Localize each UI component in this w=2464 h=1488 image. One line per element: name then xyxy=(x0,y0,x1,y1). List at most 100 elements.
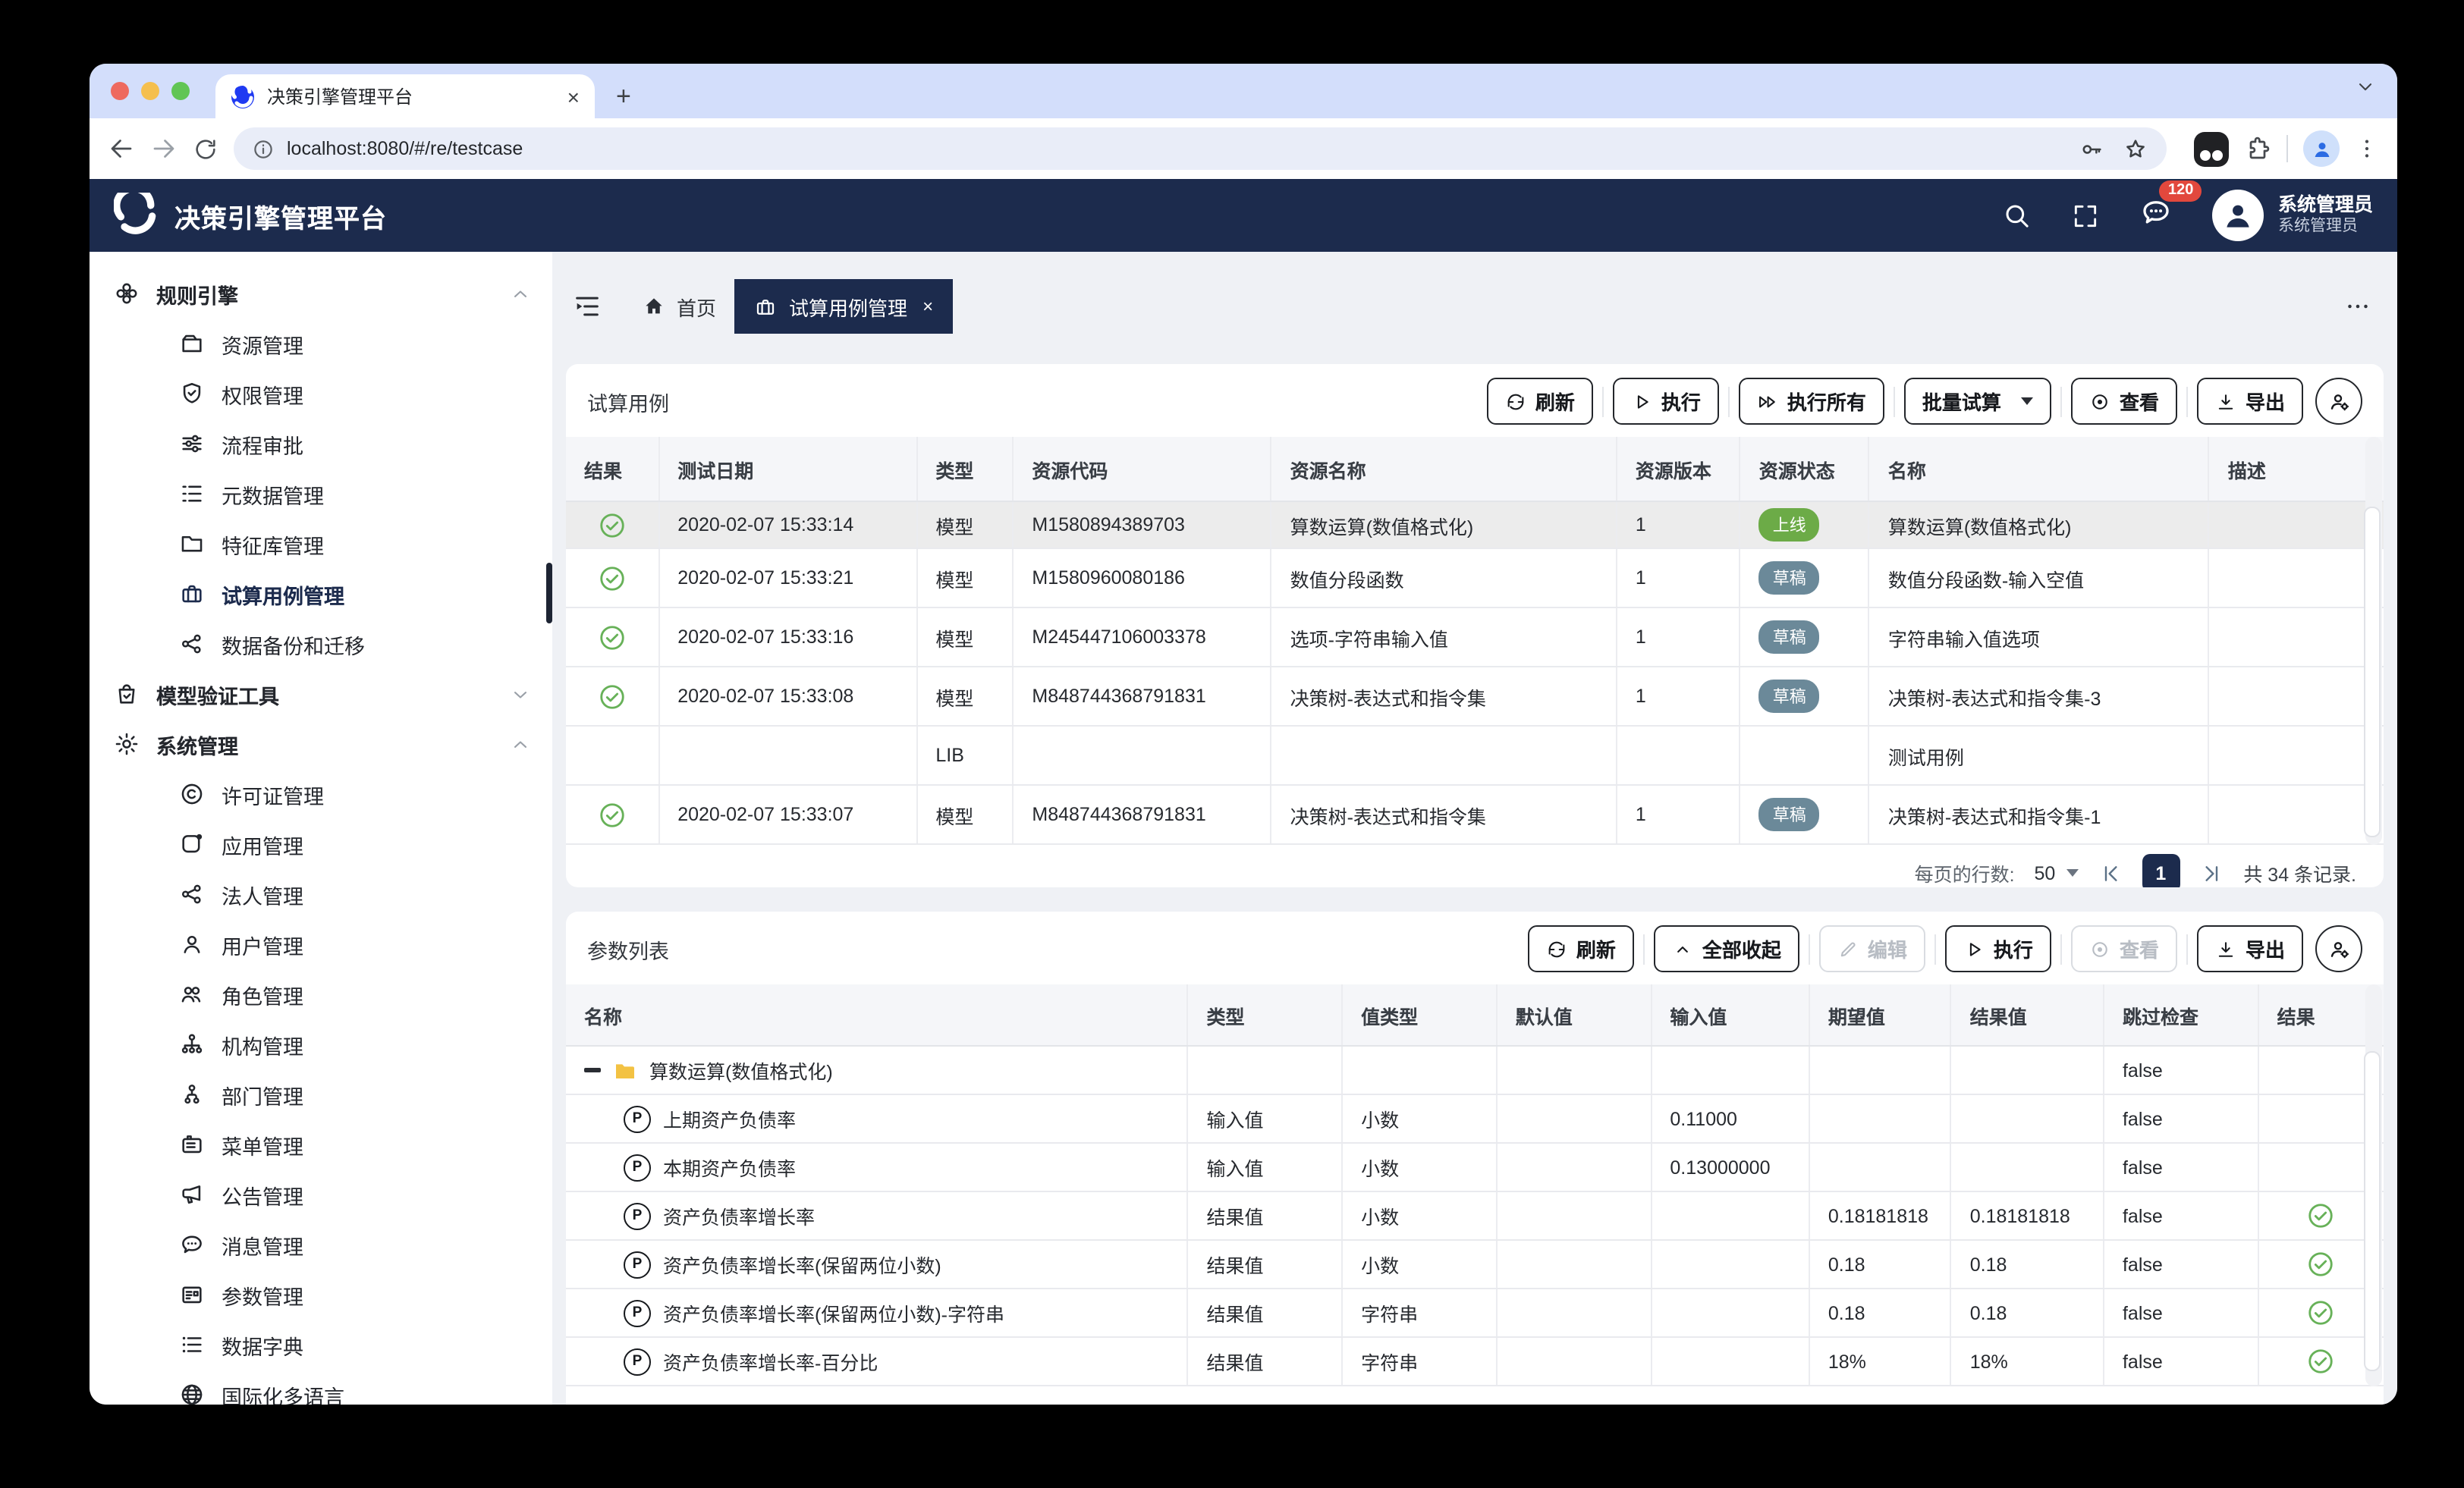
sidebar-item-user-mgmt[interactable]: 用户管理 xyxy=(90,919,552,969)
param-row[interactable]: P 资产负债率增长率(保留两位小数) 结果值 小数 0.18 0.18 fals… xyxy=(566,1240,2384,1289)
sidebar-item-parameter[interactable]: 参数管理 xyxy=(90,1270,552,1320)
sidebar-item-metadata[interactable]: 元数据管理 xyxy=(90,469,552,519)
sidebar-item-i18n[interactable]: 国际化多语言 xyxy=(90,1370,552,1405)
copyright-icon xyxy=(181,783,203,805)
testcase-toolbar: 刷新 执行 执行所有 xyxy=(1486,378,2362,425)
maximize-window-button[interactable] xyxy=(171,82,190,100)
extensions-puzzle-icon[interactable] xyxy=(2244,135,2271,162)
tab-title: 决策引擎管理平台 xyxy=(267,86,413,108)
new-tab-button[interactable]: + xyxy=(616,82,631,111)
param-folder-row[interactable]: 算数运算(数值格式化) false xyxy=(566,1046,2384,1095)
export-button[interactable]: 导出 xyxy=(2196,378,2303,425)
browser-tab[interactable]: 决策引擎管理平台 × xyxy=(215,74,595,118)
table-scrollbar-thumb[interactable] xyxy=(2364,507,2381,837)
testcase-row[interactable]: 2020-02-07 15:33:07 模型 M848744368791831 … xyxy=(566,785,2384,845)
current-page[interactable]: 1 xyxy=(2142,854,2180,887)
testcase-row[interactable]: 2020-02-07 15:33:14 模型 M1580894389703 算数… xyxy=(566,501,2384,549)
tab-close-icon[interactable]: × xyxy=(567,84,580,108)
testcase-row[interactable]: 2020-02-07 15:33:21 模型 M1580960080186 数值… xyxy=(566,548,2384,608)
sidebar-item-feature-lib[interactable]: 特征库管理 xyxy=(90,519,552,569)
testcase-row[interactable]: LIB 测试用例 xyxy=(566,726,2384,786)
browser-profile-avatar[interactable] xyxy=(2303,130,2340,167)
app-header: 决策引擎管理平台 120 系统管理员 系统管理员 xyxy=(90,179,2397,252)
sidebar-item-resource[interactable]: 资源管理 xyxy=(90,319,552,369)
sidebar-item-license[interactable]: 许可证管理 xyxy=(90,769,552,819)
user-icon xyxy=(184,935,200,953)
sidebar-group-rule-engine[interactable]: 规则引擎 xyxy=(90,268,552,319)
sidebar-item-testcase[interactable]: 试算用例管理 xyxy=(90,569,552,619)
run-all-button[interactable]: 执行所有 xyxy=(1738,378,1884,425)
sidebar-group-system[interactable]: 系统管理 xyxy=(90,719,552,769)
params-view-button[interactable]: 查看 xyxy=(2070,925,2177,972)
view-button[interactable]: 查看 xyxy=(2070,378,2177,425)
sidebar-item-application[interactable]: 应用管理 xyxy=(90,819,552,869)
testcase-row[interactable]: 2020-02-07 15:33:08 模型 M848744368791831 … xyxy=(566,667,2384,727)
rows-per-page-label: 每页的行数: xyxy=(1914,865,2015,886)
params-refresh-button[interactable]: 刷新 xyxy=(1527,925,1634,972)
refresh-button[interactable]: 刷新 xyxy=(1486,378,1593,425)
browser-menu-icon[interactable] xyxy=(2355,137,2379,161)
sidebar-item-announcement[interactable]: 公告管理 xyxy=(90,1169,552,1220)
param-row[interactable]: P 资产负债率增长率-百分比 结果值 字符串 18% 18% false xyxy=(566,1337,2384,1386)
collapse-all-button[interactable]: 全部收起 xyxy=(1653,925,1799,972)
last-page-button[interactable] xyxy=(2199,861,2224,885)
tab-strip-chevron-icon[interactable] xyxy=(2355,76,2376,105)
rows-per-page-select[interactable]: 50 xyxy=(2035,862,2079,884)
param-row[interactable]: P 上期资产负债率 输入值 小数 0.11000 false xyxy=(566,1094,2384,1144)
param-p-icon: P xyxy=(624,1154,651,1181)
user-menu[interactable]: 系统管理员 系统管理员 xyxy=(2212,190,2373,241)
share-icon xyxy=(181,884,201,904)
search-icon[interactable] xyxy=(2002,200,2032,231)
first-page-button[interactable] xyxy=(2098,861,2122,885)
sidebar-item-menu-mgmt[interactable]: 菜单管理 xyxy=(90,1119,552,1169)
forward-icon[interactable] xyxy=(150,135,178,162)
users-icon xyxy=(181,987,201,1003)
sidebar-item-dictionary[interactable]: 数据字典 xyxy=(90,1320,552,1370)
params-run-button[interactable]: 执行 xyxy=(1944,925,2051,972)
sidebar-item-permission[interactable]: 权限管理 xyxy=(90,369,552,419)
close-window-button[interactable] xyxy=(111,82,129,100)
param-row[interactable]: P 资产负债率增长率(保留两位小数)-字符串 结果值 字符串 0.18 0.18… xyxy=(566,1289,2384,1338)
run-button[interactable]: 执行 xyxy=(1612,378,1719,425)
address-bar[interactable]: localhost:8080/#/re/testcase xyxy=(234,127,2167,170)
sidebar-item-backup[interactable]: 数据备份和迁移 xyxy=(90,619,552,669)
messages-button[interactable]: 120 xyxy=(2140,180,2202,236)
batch-test-dropdown-button[interactable]: 批量试算 xyxy=(1903,378,2051,425)
fullscreen-icon[interactable] xyxy=(2072,201,2101,230)
sidebar-group-model-validation[interactable]: 模型验证工具 xyxy=(90,669,552,719)
sidebar-item-role-mgmt[interactable]: 角色管理 xyxy=(90,969,552,1019)
params-export-button[interactable]: 导出 xyxy=(2196,925,2303,972)
more-actions-icon[interactable] xyxy=(2344,293,2371,320)
extension-icon[interactable] xyxy=(2194,131,2229,166)
check-circle-icon xyxy=(599,625,624,649)
sidebar-item-message-mgmt[interactable]: 消息管理 xyxy=(90,1220,552,1270)
sidebar-item-department[interactable]: 部门管理 xyxy=(90,1069,552,1119)
param-row[interactable]: P 资产负债率增长率 结果值 小数 0.18181818 0.18181818 … xyxy=(566,1191,2384,1241)
column-settings-button[interactable] xyxy=(2315,378,2362,425)
param-p-icon: P xyxy=(624,1348,651,1375)
collapse-sidebar-icon[interactable] xyxy=(572,291,602,322)
sidebar-scrollbar-thumb[interactable] xyxy=(546,563,552,623)
tab-testcase-active[interactable]: 试算用例管理 × xyxy=(734,279,954,334)
sidebar-item-workflow[interactable]: 流程审批 xyxy=(90,419,552,469)
sidebar-item-legal-entity[interactable]: 法人管理 xyxy=(90,869,552,919)
close-tab-icon[interactable]: × xyxy=(922,296,934,317)
sidebar-item-organization[interactable]: 机构管理 xyxy=(90,1019,552,1069)
list-icon xyxy=(182,1336,202,1353)
bookmark-star-icon[interactable] xyxy=(2123,136,2148,162)
bag-check-icon xyxy=(118,684,135,704)
collapse-node-icon[interactable] xyxy=(584,1068,601,1072)
password-key-icon[interactable] xyxy=(2079,136,2104,162)
folder-icon xyxy=(181,535,203,552)
tab-home[interactable]: 首页 xyxy=(642,292,716,321)
param-row[interactable]: P 本期资产负债率 输入值 小数 0.13000000 false xyxy=(566,1143,2384,1192)
table-scrollbar-thumb[interactable] xyxy=(2364,1051,2381,1371)
back-icon[interactable] xyxy=(108,135,135,162)
site-info-icon[interactable] xyxy=(252,137,275,160)
edit-button[interactable]: 编辑 xyxy=(1818,925,1925,972)
reload-icon[interactable] xyxy=(193,136,218,162)
minimize-window-button[interactable] xyxy=(141,82,159,100)
params-column-settings-button[interactable] xyxy=(2315,925,2362,972)
briefcase-icon xyxy=(182,585,202,603)
testcase-row[interactable]: 2020-02-07 15:33:16 模型 M245447106003378 … xyxy=(566,607,2384,667)
